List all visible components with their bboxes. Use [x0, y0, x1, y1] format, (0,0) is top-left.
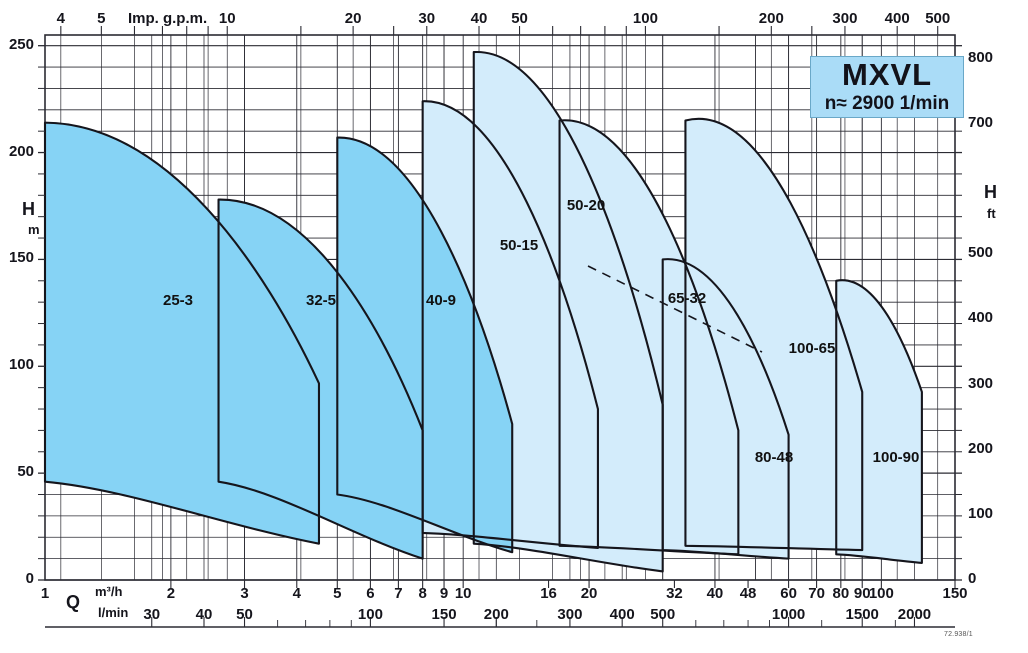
- y-tick-left-0: 0: [25, 570, 34, 587]
- bottom-tick-m3h-60: 60: [780, 585, 797, 602]
- y-axis-unit-right: ft: [987, 206, 996, 221]
- series-label-50-15: 50-15: [499, 237, 539, 254]
- bottom-tick-m3h-5: 5: [333, 585, 342, 602]
- y-tick-left-250: 250: [8, 35, 34, 53]
- top-axis-tick-Impgpm: Imp. g.p.m.: [127, 10, 208, 27]
- bottom-tick-m3h-2: 2: [166, 585, 176, 602]
- bottom-tick-m3h-1: 1: [40, 585, 50, 602]
- bottom-tick-lmin-50: 50: [236, 606, 253, 623]
- bottom-tick-lmin-150: 150: [431, 606, 457, 623]
- chart-subtitle: n≈ 2900 1/min: [824, 93, 950, 115]
- bottom-tick-m3h-3: 3: [240, 585, 249, 602]
- drawing-code: 72.938/1: [944, 631, 973, 638]
- chart-title: MXVL: [841, 57, 933, 93]
- series-label-100-90: 100-90: [872, 449, 920, 466]
- top-axis-tick-50: 50: [511, 10, 528, 27]
- top-axis-tick-300: 300: [832, 10, 858, 27]
- bottom-tick-m3h-70: 70: [808, 585, 825, 602]
- envelope-outline-50-15: [421, 100, 599, 549]
- dashed-divider: [587, 265, 763, 353]
- bottom-tick-m3h-9: 9: [439, 585, 449, 602]
- bottom-tick-m3h-100: 100: [868, 585, 894, 602]
- series-label-80-48: 80-48: [754, 449, 794, 466]
- envelope-outline-80-48: [661, 258, 790, 560]
- chart-title-box: MXVL n≈ 2900 1/min: [810, 56, 964, 118]
- bottom-tick-lmin-1000: 1000: [771, 606, 806, 623]
- series-label-25-3: 25-3: [162, 292, 194, 309]
- envelope-outline-25-3: [43, 121, 321, 545]
- top-axis-tick-5: 5: [97, 10, 106, 27]
- top-axis-tick-100: 100: [632, 10, 658, 27]
- series-label-50-20: 50-20: [566, 197, 606, 214]
- y-tick-right-100: 100: [968, 504, 994, 522]
- bottom-tick-m3h-10: 10: [454, 585, 472, 602]
- bottom-tick-lmin-40: 40: [195, 606, 213, 623]
- top-axis-tick-10: 10: [218, 10, 236, 27]
- series-label-32-5: 32-5: [305, 292, 337, 309]
- bottom-tick-lmin-400: 400: [609, 606, 635, 623]
- series-label-40-9: 40-9: [425, 292, 457, 309]
- y-tick-right-200: 200: [968, 439, 994, 457]
- bottom-tick-m3h-16: 16: [540, 585, 557, 602]
- y-tick-left-200: 200: [8, 142, 34, 160]
- y-tick-right-800: 800: [968, 48, 994, 66]
- bottom-tick-lmin-1500: 1500: [845, 606, 879, 623]
- top-axis-tick-500: 500: [925, 10, 951, 27]
- bottom-tick-lmin-200: 200: [483, 606, 509, 623]
- bottom-tick-lmin-500: 500: [650, 606, 676, 623]
- y-tick-right-400: 400: [968, 309, 994, 327]
- envelope-outline-50-20: [472, 51, 664, 573]
- bottom-tick-m3h-48: 48: [739, 585, 757, 602]
- top-axis-tick-40: 40: [470, 10, 488, 27]
- y-tick-right-300: 300: [968, 374, 994, 392]
- bottom-tick-m3h-7: 7: [394, 585, 403, 602]
- top-axis-tick-200: 200: [758, 10, 784, 27]
- envelope-outline-100-65: [684, 117, 864, 552]
- y-tick-right-0: 0: [968, 570, 977, 587]
- envelope-outline-100-90: [835, 279, 923, 564]
- bottom-tick-m3h-150: 150: [942, 585, 968, 602]
- y-axis-title-left: H: [22, 199, 35, 219]
- x-axis-unit-m3h: m³/h: [95, 584, 123, 599]
- envelope-outline-40-9: [336, 136, 514, 554]
- y-tick-right-700: 700: [968, 113, 994, 131]
- envelope-fill-100-90: [836, 280, 922, 563]
- y-axis-unit-left: m: [28, 222, 40, 237]
- bottom-tick-m3h-40: 40: [706, 585, 724, 602]
- top-axis-tick-30: 30: [418, 10, 436, 27]
- envelope-fill-100-65: [685, 118, 863, 551]
- top-axis-tick-4: 4: [56, 10, 65, 27]
- y-tick-left-150: 150: [8, 249, 34, 267]
- envelope-fill-40-9: [337, 137, 513, 553]
- bottom-tick-m3h-20: 20: [580, 585, 598, 602]
- bottom-tick-lmin-300: 300: [557, 606, 583, 623]
- bottom-tick-m3h-6: 6: [366, 585, 375, 602]
- x-axis-unit-lmin: l/min: [98, 605, 129, 620]
- envelope-outline-65-32: [558, 119, 740, 556]
- y-tick-left-50: 50: [17, 463, 34, 481]
- bottom-tick-m3h-80: 80: [832, 585, 850, 602]
- bottom-tick-m3h-8: 8: [418, 585, 427, 602]
- bottom-tick-lmin-100: 100: [357, 606, 383, 623]
- y-tick-right-500: 500: [968, 244, 994, 262]
- bottom-tick-lmin-2000: 2000: [897, 606, 932, 623]
- envelope-outlines: [43, 51, 923, 573]
- envelope-fills-dark: [45, 122, 513, 559]
- y-axis-title-right: H: [984, 182, 997, 202]
- tick-marks: [38, 26, 962, 628]
- x-axis-title: Q: [66, 592, 81, 612]
- top-axis-tick-20: 20: [344, 10, 362, 27]
- bottom-tick-m3h-4: 4: [292, 585, 301, 602]
- bottom-tick-lmin-30: 30: [143, 606, 161, 623]
- y-tick-left-100: 100: [8, 356, 34, 374]
- top-axis-tick-400: 400: [884, 10, 910, 27]
- series-label-65-32: 65-32: [667, 290, 707, 307]
- series-label-100-65: 100-65: [788, 340, 836, 357]
- bottom-tick-m3h-32: 32: [666, 585, 683, 602]
- bottom-tick-m3h-90: 90: [853, 585, 871, 602]
